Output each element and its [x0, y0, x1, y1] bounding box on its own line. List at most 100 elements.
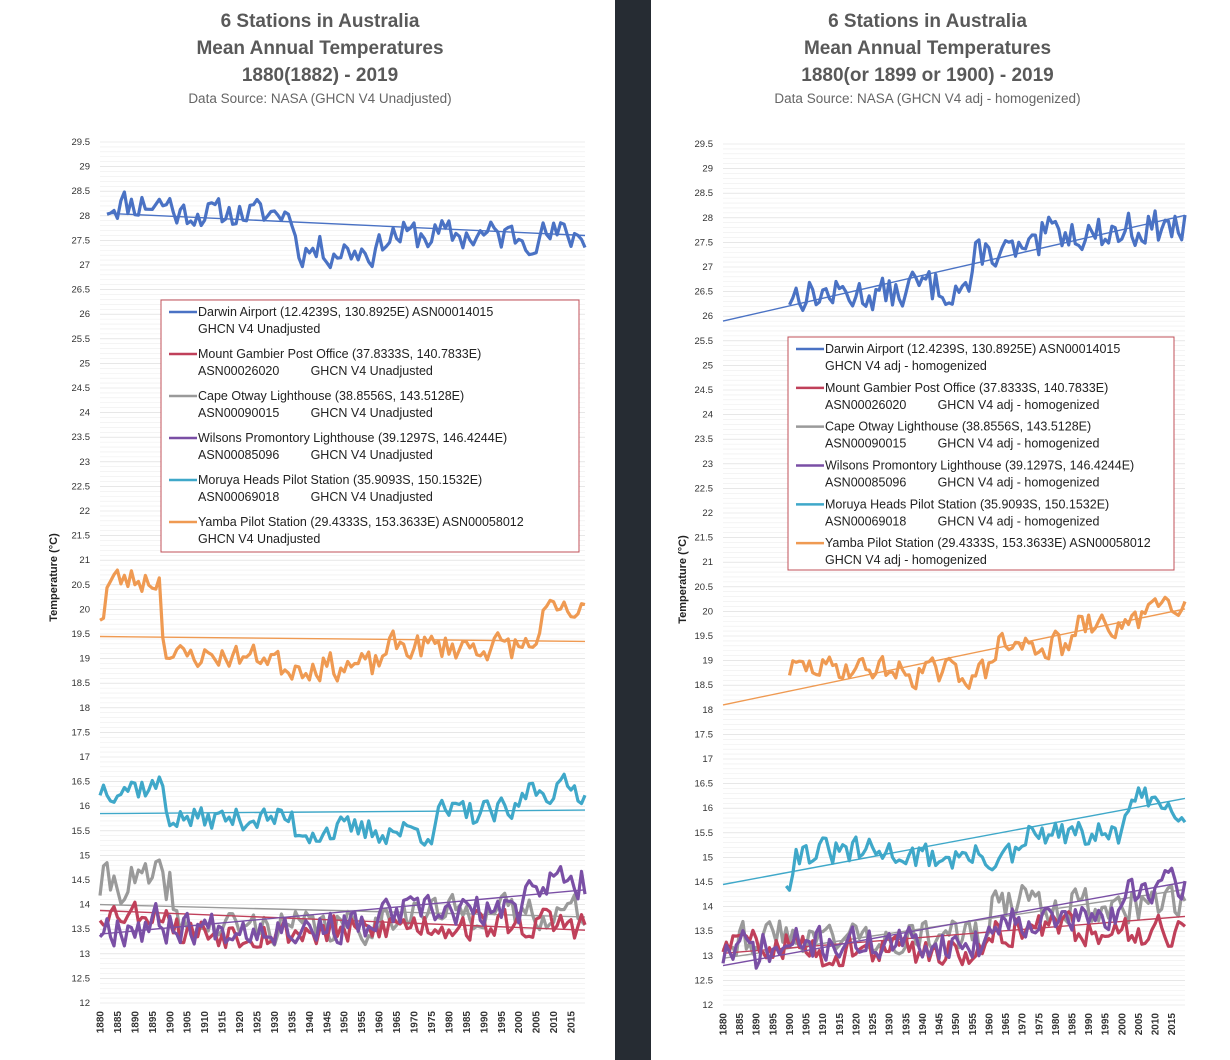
moruya-series-line	[784, 786, 1187, 892]
legend-item-otway: Cape Otway Lighthouse (38.8556S, 143.512…	[169, 389, 464, 420]
x-tick-label: 1880	[719, 1013, 730, 1036]
legend-label-line1: Darwin Airport (12.4239S, 130.8925E) ASN…	[825, 342, 1120, 356]
gridlines	[100, 141, 585, 1004]
y-tick-label: 23	[79, 457, 90, 468]
darwin-trendline	[106, 212, 586, 237]
legend-label-line1: Moruya Heads Pilot Station (35.9093S, 15…	[825, 497, 1109, 511]
legend-item-darwin: Darwin Airport (12.4239S, 130.8925E) ASN…	[796, 342, 1120, 373]
legend-label-line2: ASN00090015 GHCN V4 Unadjusted	[198, 406, 433, 420]
yamba-series-line	[787, 595, 1187, 691]
y-tick-label: 17.5	[695, 729, 714, 740]
y-tick-label: 25.5	[72, 334, 91, 345]
y-tick-label: 21.5	[72, 531, 91, 542]
wilsons-series-line	[721, 866, 1187, 970]
y-tick-label: 28.5	[695, 188, 714, 199]
darwin-trendline	[722, 214, 1186, 322]
y-tick-label: 27.5	[72, 235, 91, 246]
x-tick-label: 1990	[1084, 1013, 1095, 1036]
y-tick-label: 25	[702, 360, 713, 371]
legend-item-yamba: Yamba Pilot Station (29.4333S, 153.3633E…	[796, 536, 1151, 567]
x-tick-label: 1935	[901, 1013, 912, 1036]
y-tick-label: 13.5	[695, 926, 714, 937]
x-tick-label: 1985	[1068, 1013, 1079, 1036]
y-tick-label: 21.5	[695, 533, 714, 544]
y-tick-label: 20	[702, 606, 713, 617]
legend-item-wilsons: Wilsons Promontory Lighthouse (39.1297S,…	[169, 431, 507, 462]
y-tick-label: 18	[79, 703, 90, 714]
x-tick-label: 1990	[479, 1011, 490, 1034]
y-tick-label: 19.5	[695, 631, 714, 642]
legend-label-line2: GHCN V4 Unadjusted	[198, 532, 320, 546]
left-chart-title-1: 6 Stations in Australia	[220, 11, 420, 32]
y-tick-label: 13.5	[72, 924, 91, 935]
yamba-trendline	[722, 608, 1186, 706]
y-tick-label: 17	[702, 754, 713, 765]
y-tick-label: 20.5	[72, 580, 91, 591]
y-tick-label: 25	[79, 358, 90, 369]
x-tick-label: 1950	[340, 1011, 351, 1034]
x-tick-label: 1945	[322, 1011, 333, 1034]
y-tick-label: 24	[702, 410, 713, 421]
y-tick-label: 26	[702, 311, 713, 322]
x-tick-label: 1920	[235, 1011, 246, 1034]
y-tick-label: 16.5	[72, 777, 91, 788]
y-tick-label: 15.5	[72, 826, 91, 837]
yamba-series-line	[99, 568, 586, 683]
x-tick-label: 2015	[1167, 1013, 1178, 1036]
x-tick-label: 1945	[935, 1013, 946, 1036]
x-tick-label: 1930	[885, 1013, 896, 1036]
legend-label-line1: Wilsons Promontory Lighthouse (39.1297S,…	[198, 431, 507, 445]
legend-item-moruya: Moruya Heads Pilot Station (35.9093S, 15…	[169, 473, 482, 504]
y-tick-label: 19	[79, 654, 90, 665]
y-tick-label: 14.5	[72, 875, 91, 886]
x-tick-label: 2005	[1134, 1013, 1145, 1036]
y-tick-label: 12	[702, 1000, 713, 1011]
x-tick-label: 1930	[270, 1011, 281, 1034]
x-tick-label: 1910	[818, 1013, 829, 1036]
x-tick-label: 2010	[1151, 1013, 1162, 1036]
legend-label-line2: ASN00069018 GHCN V4 Unadjusted	[198, 490, 433, 504]
y-tick-label: 19	[702, 656, 713, 667]
x-tick-label: 1975	[1034, 1013, 1045, 1036]
moruya-trendline	[722, 797, 1186, 886]
x-tick-label: 1925	[868, 1013, 879, 1036]
x-tick-label: 2000	[1117, 1013, 1128, 1036]
y-tick-label: 26	[79, 309, 90, 320]
y-tick-label: 14	[79, 900, 90, 911]
x-tick-label: 2015	[567, 1011, 578, 1034]
legend-item-gambier: Mount Gambier Post Office (37.8333S, 140…	[169, 347, 481, 378]
y-tick-label: 22	[79, 506, 90, 517]
legend-label-line2: ASN00090015 GHCN V4 adj - homogenized	[825, 437, 1100, 451]
right-chart-title-3: 1880(or 1899 or 1900) - 2019	[801, 65, 1054, 86]
legend-label-line1: Moruya Heads Pilot Station (35.9093S, 15…	[198, 473, 482, 487]
y-tick-label: 26.5	[72, 285, 91, 296]
y-tick-label: 18.5	[72, 678, 91, 689]
legend-box	[160, 299, 580, 553]
legend-label-line1: Cape Otway Lighthouse (38.8556S, 143.512…	[198, 389, 464, 403]
y-axis-label: Temperature (°C)	[48, 533, 60, 622]
y-tick-label: 28	[79, 211, 90, 222]
x-tick-label: 1915	[218, 1011, 229, 1034]
legend-label-line1: Wilsons Promontory Lighthouse (39.1297S,…	[825, 459, 1134, 473]
x-tick-label: 1980	[444, 1011, 455, 1034]
y-tick-label: 14.5	[695, 877, 714, 888]
left-chart-title-3: 1880(1882) - 2019	[241, 65, 399, 86]
y-tick-label: 12	[79, 998, 90, 1009]
y-tick-label: 25.5	[695, 336, 714, 347]
legend-label-line1: Yamba Pilot Station (29.4333S, 153.3633E…	[198, 515, 524, 529]
x-tick-label: 1905	[183, 1011, 194, 1034]
legend-item-otway: Cape Otway Lighthouse (38.8556S, 143.512…	[796, 420, 1100, 451]
y-tick-label: 27	[702, 262, 713, 273]
x-tick-label: 1900	[785, 1013, 796, 1036]
y-axis-label: Temperature (°C)	[677, 535, 689, 624]
x-tick-label: 1960	[375, 1011, 386, 1034]
x-tick-label: 1890	[752, 1013, 763, 1036]
y-tick-label: 29	[79, 162, 90, 173]
y-tick-label: 16	[702, 803, 713, 814]
x-tick-label: 1970	[1018, 1013, 1029, 1036]
y-tick-label: 24.5	[695, 385, 714, 396]
x-tick-label: 1975	[427, 1011, 438, 1034]
x-tick-label: 1940	[305, 1011, 316, 1034]
y-tick-label: 13	[702, 951, 713, 962]
legend-item-moruya: Moruya Heads Pilot Station (35.9093S, 15…	[796, 497, 1109, 528]
